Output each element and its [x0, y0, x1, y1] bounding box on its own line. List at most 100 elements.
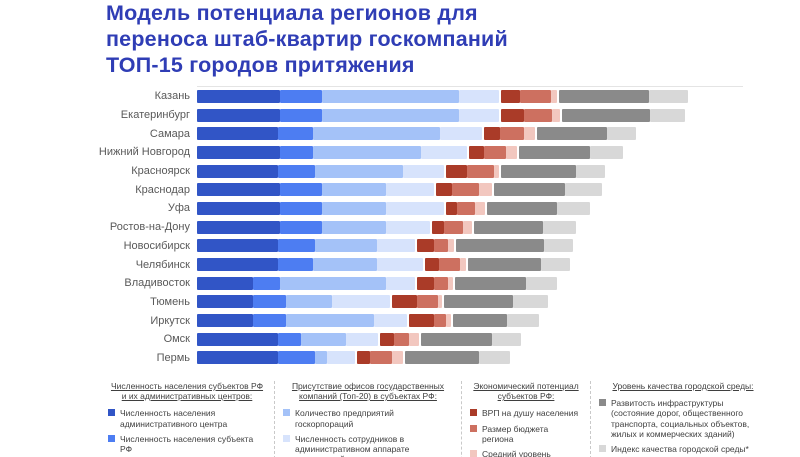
bar-row: Красноярск [0, 162, 800, 181]
bar-segment [253, 276, 280, 290]
bar-segment [459, 108, 499, 122]
legend-group-title: Присутствие офисов государственных компа… [291, 381, 445, 402]
bar-row: Самара [0, 124, 800, 143]
city-label: Челябинск [135, 258, 190, 271]
bar-segment [197, 276, 253, 290]
city-label: Екатеринбург [120, 109, 190, 122]
legend-color-chip [470, 424, 477, 432]
bar-segment [455, 276, 526, 290]
bar-segment [313, 127, 440, 141]
bar-row: Казань [0, 87, 800, 106]
bar-segment [322, 201, 386, 215]
bar-segment [434, 314, 446, 328]
legend-group-title: Уровень качества городской среды: [612, 381, 754, 391]
bar-segment [425, 258, 439, 272]
bar-row: Нижний Новгород [0, 143, 800, 162]
bar-segment [526, 276, 557, 290]
stacked-bar [197, 201, 590, 215]
bar-segment [446, 201, 457, 215]
city-label: Иркутск [150, 314, 190, 327]
city-label: Омск [163, 333, 190, 346]
legend-item: ВРП на душу населения [470, 408, 582, 418]
stacked-bar [197, 220, 576, 234]
bar-segment [315, 351, 327, 365]
bar-segment [278, 239, 315, 253]
stacked-bar [197, 89, 688, 103]
legend-group: Присутствие офисов государственных компа… [274, 381, 461, 457]
bar-segment [649, 89, 688, 103]
city-label: Тюмень [150, 295, 190, 308]
bar-segment [494, 183, 565, 197]
bar-segment [432, 220, 444, 234]
bar-segment [421, 332, 492, 346]
bar-segment [280, 276, 386, 290]
bar-segment [607, 127, 636, 141]
stacked-bar [197, 183, 602, 197]
legend-group: Численность населения субъектов РФ и их … [100, 381, 274, 457]
bar-segment [436, 183, 452, 197]
legend-item: Количество предприятий госкорпораций [283, 408, 453, 429]
bar-segment [377, 239, 415, 253]
bar-segment [501, 89, 520, 103]
stacked-bar [197, 295, 548, 309]
bar-segment [506, 145, 517, 159]
bar-segment [500, 127, 524, 141]
legend-item-label: Количество предприятий госкорпораций [295, 408, 394, 429]
legend-item: Развитость инфраструктуры (состояние дор… [599, 398, 767, 439]
bar-segment [322, 183, 386, 197]
city-label: Казань [154, 90, 190, 103]
bar-segment [448, 239, 454, 253]
bar-segment [439, 258, 460, 272]
bar-segment [409, 314, 434, 328]
legend-item: Численность населения административного … [108, 408, 266, 429]
bar-segment [301, 332, 346, 346]
bar-segment [501, 164, 576, 178]
bar-segment [440, 127, 482, 141]
bar-row: Краснодар [0, 180, 800, 199]
bar-segment [197, 145, 280, 159]
city-label: Уфа [167, 202, 190, 215]
bar-segment [253, 295, 286, 309]
stacked-bar [197, 314, 539, 328]
bar-segment [524, 108, 552, 122]
bar-segment [280, 201, 322, 215]
bar-segment [469, 145, 484, 159]
bar-segment [501, 108, 524, 122]
bar-segment [322, 89, 459, 103]
bar-segment [438, 295, 442, 309]
bar-segment [459, 89, 499, 103]
stacked-bar [197, 276, 557, 290]
bar-segment [463, 220, 472, 234]
bar-segment [417, 295, 438, 309]
bar-segment [475, 201, 485, 215]
legend-color-chip [470, 449, 477, 457]
bar-segment [327, 351, 355, 365]
bar-segment [434, 276, 448, 290]
bar-segment [468, 258, 541, 272]
bar-segment [559, 89, 649, 103]
bar-segment [551, 89, 557, 103]
bar-segment [386, 276, 415, 290]
stacked-bar [197, 145, 623, 159]
bar-segment [484, 145, 506, 159]
bar-segment [513, 295, 548, 309]
legend-group-title: Экономический потенциал субъектов РФ: [473, 381, 579, 402]
stacked-bar [197, 351, 510, 365]
legend-item-label: Средний уровень зарплат офисных сотрудни… [482, 448, 551, 457]
bar-segment [315, 239, 377, 253]
bar-segment [197, 332, 278, 346]
bar-segment [253, 314, 286, 328]
bar-segment [286, 314, 374, 328]
city-label: Новосибирск [123, 239, 190, 252]
bar-segment [280, 220, 322, 234]
bar-segment [197, 239, 278, 253]
bar-segment [565, 183, 602, 197]
city-label: Пермь [156, 351, 190, 364]
legend-group: Уровень качества городской среды: Развито… [590, 381, 775, 457]
bar-segment [322, 108, 459, 122]
legend-color-chip [283, 434, 290, 442]
bar-segment [386, 220, 430, 234]
bar-row: Челябинск [0, 255, 800, 274]
bar-segment [278, 127, 313, 141]
bar-row: Владивосток [0, 274, 800, 293]
